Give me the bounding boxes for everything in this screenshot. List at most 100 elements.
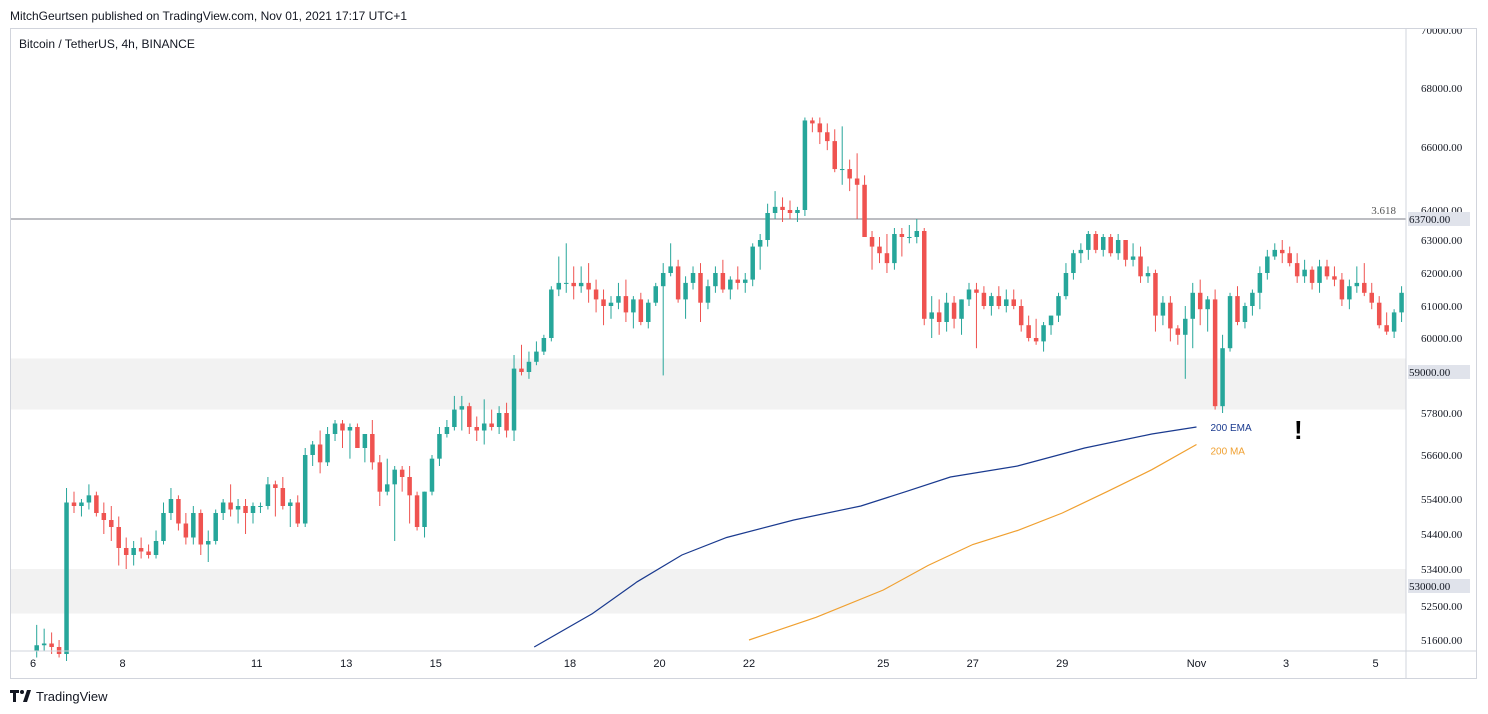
candle-body xyxy=(675,266,681,300)
candle-body xyxy=(1093,234,1099,250)
x-tick-label: 5 xyxy=(1372,658,1378,670)
candle-body xyxy=(1220,348,1225,407)
candle-body xyxy=(444,427,450,434)
candle-body xyxy=(728,279,733,290)
candle-body xyxy=(802,120,808,210)
candle-body xyxy=(735,279,741,283)
candle-body xyxy=(936,312,942,322)
candle-body xyxy=(996,296,1002,306)
candle-body xyxy=(1026,325,1031,338)
candle-body xyxy=(161,513,166,541)
candle-body xyxy=(817,123,823,133)
candle-body xyxy=(1183,318,1188,335)
candle-body xyxy=(899,234,905,237)
candle-body xyxy=(765,213,770,240)
candle-body xyxy=(526,361,532,372)
candle-body xyxy=(1197,292,1203,310)
candle-body xyxy=(847,169,852,179)
candle-body xyxy=(34,645,39,651)
candle-body xyxy=(1071,253,1076,273)
candle-body xyxy=(825,132,830,142)
candle-body xyxy=(1265,256,1270,273)
x-tick-label: 8 xyxy=(119,658,125,670)
candle-body xyxy=(258,506,263,507)
y-tick-label: 54400.00 xyxy=(1421,529,1463,541)
candle-body xyxy=(49,643,54,647)
candle-body xyxy=(1100,237,1106,250)
price-level-label: 63700.00 xyxy=(1409,214,1451,226)
y-tick-label: 70000.00 xyxy=(1421,29,1463,37)
y-tick-label: 63000.00 xyxy=(1421,235,1463,247)
candle-body xyxy=(1018,306,1024,326)
candle-body xyxy=(176,499,181,524)
candle-body xyxy=(467,406,472,427)
candle-body xyxy=(123,548,129,555)
candle-body xyxy=(810,120,815,124)
candle-body xyxy=(1317,266,1322,283)
candle-body xyxy=(660,273,666,287)
ema-200-label: 200 EMA xyxy=(1211,423,1252,434)
candle-body xyxy=(138,548,144,552)
price-level-label: 59000.00 xyxy=(1409,367,1451,379)
tradingview-brand-label: TradingView xyxy=(36,688,108,704)
candle-body xyxy=(1347,286,1352,300)
candle-body xyxy=(981,292,987,306)
candle-body xyxy=(921,231,927,319)
candle-body xyxy=(623,296,629,313)
candle-body xyxy=(1227,296,1233,349)
candle-body xyxy=(772,206,778,213)
ma-200-label: 200 MA xyxy=(1211,447,1246,458)
candle-body xyxy=(705,286,711,303)
candle-body xyxy=(1250,292,1255,306)
candle-body xyxy=(966,289,972,300)
candle-body xyxy=(504,413,509,431)
candle-body xyxy=(280,488,286,506)
y-tick-label: 52500.00 xyxy=(1421,601,1463,613)
candle-body xyxy=(489,423,494,427)
candle-body xyxy=(1145,273,1151,277)
x-tick-label: 18 xyxy=(564,658,576,670)
candle-body xyxy=(742,279,748,283)
candle-body xyxy=(1004,299,1009,306)
candle-body xyxy=(1332,276,1337,280)
candle-body xyxy=(1033,338,1039,342)
x-tick-label: 20 xyxy=(653,658,665,670)
candle-body xyxy=(1063,273,1069,297)
tradingview-logo-icon xyxy=(10,690,31,702)
candle-body xyxy=(534,351,539,362)
candle-body xyxy=(511,368,517,431)
fib-level-label: 3.618 xyxy=(1371,205,1396,217)
candle-body xyxy=(1324,266,1330,277)
candle-body xyxy=(1354,282,1360,287)
y-tick-label: 68000.00 xyxy=(1421,83,1463,95)
y-tick-label: 55400.00 xyxy=(1421,494,1463,506)
candle-body xyxy=(250,506,256,513)
candle-body xyxy=(1257,273,1263,293)
y-tick-label: 62000.00 xyxy=(1421,268,1463,280)
candle-body xyxy=(220,502,226,513)
x-tick-label: 6 xyxy=(30,658,36,670)
candle-body xyxy=(541,338,547,352)
candle-body xyxy=(720,273,726,290)
candle-body xyxy=(571,282,576,287)
candle-body xyxy=(191,513,196,538)
candle-body xyxy=(1130,256,1136,260)
candle-body xyxy=(608,302,614,306)
candle-body xyxy=(944,302,949,322)
candle-body xyxy=(452,409,457,427)
candle-body xyxy=(243,506,248,513)
x-tick-label: 27 xyxy=(967,658,979,670)
candle-body xyxy=(549,289,554,338)
candle-body xyxy=(340,423,345,431)
candle-body xyxy=(668,266,673,273)
candle-body xyxy=(1108,237,1113,254)
candle-body xyxy=(1376,302,1382,326)
candle-body xyxy=(601,299,606,306)
candle-body xyxy=(94,495,99,513)
candle-body xyxy=(519,368,524,372)
candle-body xyxy=(370,434,375,463)
tradingview-brand[interactable]: TradingView xyxy=(10,688,108,704)
y-tick-label: 56600.00 xyxy=(1421,450,1463,462)
candle-body xyxy=(131,548,136,555)
